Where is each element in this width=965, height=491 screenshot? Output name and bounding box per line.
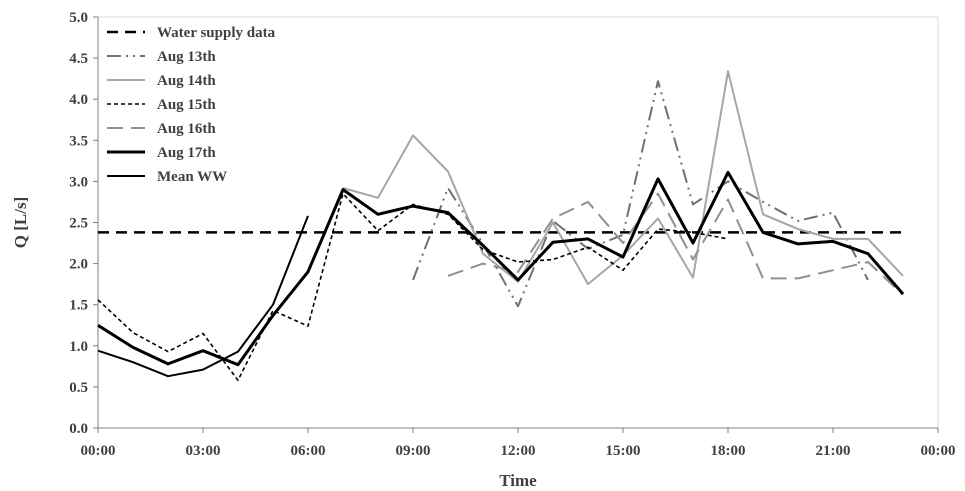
axes: 0.0 0.5 1.0 1.5 2.0 2.5 3.0 3.5 4.0 4.5 5.0 00:00 03…	[69, 10, 955, 459]
y-tick-label: 0.5	[69, 380, 88, 396]
y-tick-label: 1.5	[69, 298, 88, 314]
legend-label-aug-14th: Aug 14th	[157, 73, 216, 89]
legend-label-aug-17th: Aug 17th	[157, 145, 216, 161]
x-tick-label: 21:00	[816, 443, 851, 459]
plot-frame	[97, 16, 939, 429]
y-tick-label: 4.0	[69, 92, 88, 108]
x-tick-label: 09:00	[396, 443, 431, 459]
y-tick-label: 1.0	[69, 339, 88, 355]
y-tick-label: 5.0	[69, 10, 88, 26]
legend-label-mean-ww: Mean WW	[157, 169, 227, 185]
series-line-aug-17th	[97, 170, 905, 367]
x-tick-label: 00:00	[81, 443, 116, 459]
y-axis-title: Q [L/s]	[11, 197, 30, 248]
legend: Water supply data Aug 13th Aug 14th Aug 15t…	[107, 25, 276, 185]
legend-label-aug-15th: Aug 15th	[157, 97, 216, 113]
y-tick-label: 2.5	[69, 216, 88, 232]
series-line-aug-13th	[412, 80, 869, 308]
legend-label-aug-13th: Aug 13th	[157, 49, 216, 65]
legend-label-water-supply-data: Water supply data	[157, 25, 276, 41]
x-tick-label: 00:00	[921, 443, 956, 459]
series-line-mean-ww	[97, 215, 309, 378]
x-axis-title: Time	[499, 471, 537, 490]
series-line-aug-15th	[97, 192, 729, 382]
x-tick-label: 15:00	[606, 443, 641, 459]
series-lines	[97, 70, 905, 382]
y-tick-label: 4.5	[69, 51, 88, 67]
y-tick-label: 0.0	[69, 421, 88, 437]
y-tick-label: 2.0	[69, 257, 88, 273]
series-line-aug-14th	[342, 70, 904, 286]
x-tick-label: 18:00	[711, 443, 746, 459]
x-tick-label: 12:00	[501, 443, 536, 459]
y-tick-label: 3.0	[69, 174, 88, 190]
y-tick-label: 3.5	[69, 133, 88, 149]
legend-label-aug-16th: Aug 16th	[157, 121, 216, 137]
series-line-aug-16th	[447, 192, 904, 296]
x-tick-label: 06:00	[291, 443, 326, 459]
x-tick-label: 03:00	[186, 443, 221, 459]
